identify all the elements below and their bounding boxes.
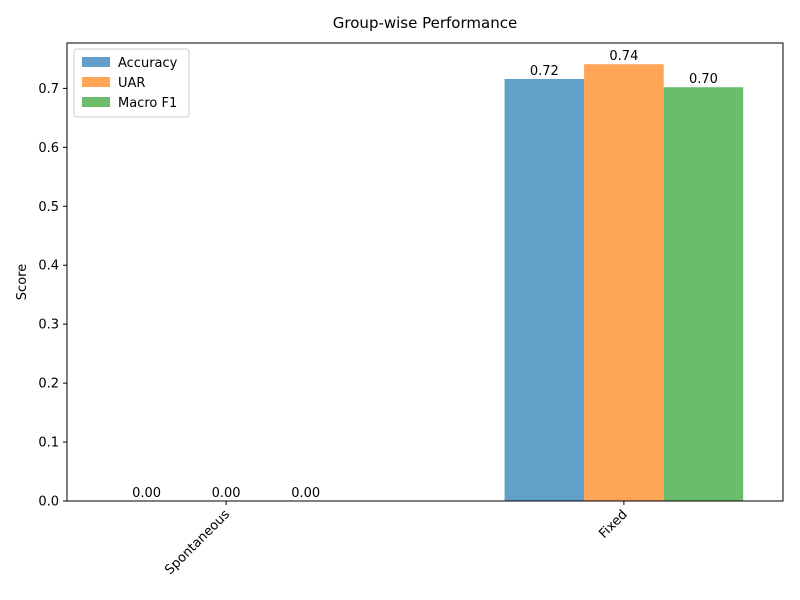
axes-frame bbox=[66, 42, 784, 502]
y-tick-label: 0.2 bbox=[38, 377, 59, 392]
y-tick-label: 0.3 bbox=[38, 318, 59, 333]
legend-swatch bbox=[82, 77, 110, 87]
bar bbox=[504, 78, 585, 502]
legend-label: Accuracy bbox=[118, 56, 178, 71]
legend-swatch bbox=[82, 97, 110, 107]
legend-swatch bbox=[82, 57, 110, 67]
x-tick-label: Spontaneous bbox=[162, 507, 233, 578]
plot-area: 0.00 0.72 0.00 0.74 0.00 0.70 0.0 0.1 0.2 0.3 0.4 0… bbox=[38, 42, 784, 578]
y-tick-label: 0.4 bbox=[38, 259, 59, 274]
bar bbox=[584, 64, 664, 501]
bar bbox=[663, 87, 744, 501]
y-tick-label: 0.6 bbox=[38, 141, 59, 156]
y-axis-label: Score bbox=[15, 264, 30, 300]
bar-value-label: 0.00 bbox=[212, 486, 241, 501]
bar-value-label: 0.74 bbox=[609, 49, 638, 64]
bar-value-label: 0.70 bbox=[689, 72, 718, 87]
chart-title: Group-wise Performance bbox=[333, 14, 517, 32]
bar-value-label: 0.00 bbox=[291, 486, 320, 501]
x-tick-label: Fixed bbox=[596, 507, 630, 541]
legend: Accuracy UAR Macro F1 bbox=[73, 48, 190, 118]
legend-label: Macro F1 bbox=[118, 96, 177, 111]
y-tick-label: 0.1 bbox=[38, 436, 59, 451]
bar-value-label: 0.00 bbox=[132, 486, 161, 501]
legend-label: UAR bbox=[118, 76, 145, 91]
y-tick-label: 0.0 bbox=[38, 495, 59, 510]
y-tick-label: 0.5 bbox=[38, 200, 59, 215]
y-tick-label: 0.7 bbox=[38, 82, 59, 97]
bar-value-label: 0.72 bbox=[530, 64, 559, 79]
